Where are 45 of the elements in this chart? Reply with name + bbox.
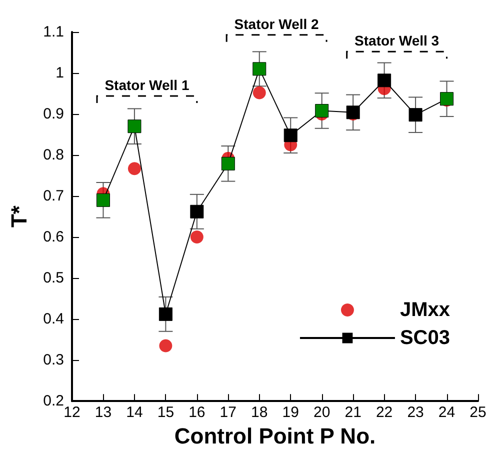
x-tick-label: 15 xyxy=(157,404,174,422)
x-tick-label: 13 xyxy=(94,404,112,422)
x-tick-label: 23 xyxy=(407,404,424,422)
x-tick-label: 12 xyxy=(64,404,80,422)
point xyxy=(284,128,298,142)
y-tick-label: 0.8 xyxy=(43,146,64,164)
y-tick-label: 0.5 xyxy=(43,270,64,287)
x-tick-label: 14 xyxy=(126,404,143,422)
point xyxy=(315,104,329,118)
text: Stator Well 2 xyxy=(234,16,320,32)
point xyxy=(159,339,172,352)
point xyxy=(96,193,110,207)
annotation: Stator Well 1 xyxy=(104,76,190,93)
y-tick-label: 0.4 xyxy=(43,310,64,328)
point xyxy=(158,307,172,321)
point xyxy=(378,74,392,88)
y-tick-label: 0.3 xyxy=(43,352,64,369)
point xyxy=(128,162,141,176)
annotation: Stator Well 3 xyxy=(354,32,440,49)
x-tick-label: 21 xyxy=(344,404,362,422)
point xyxy=(221,156,235,170)
point xyxy=(190,204,204,218)
legend-label: SC03 xyxy=(400,327,450,349)
y-tick-label: 1 xyxy=(56,64,64,82)
y-axis-title: T* xyxy=(6,205,32,228)
y-tick-label: 0.6 xyxy=(43,228,64,246)
y-tick-label: 0.2 xyxy=(43,392,64,410)
y-tick-label: 0.7 xyxy=(43,188,64,205)
x-axis-title: Control Point P No. xyxy=(174,424,376,448)
point xyxy=(252,86,266,100)
legend-label: JMxx xyxy=(400,299,450,321)
x-tick-label: 16 xyxy=(188,404,206,422)
x-tick-label: 18 xyxy=(251,404,268,422)
point xyxy=(128,120,142,134)
point xyxy=(408,108,422,122)
x-tick-label: 24 xyxy=(438,404,456,422)
x-tick-label: 22 xyxy=(376,404,393,422)
point xyxy=(252,62,266,76)
point xyxy=(190,230,204,244)
y-tick-label: 0.9 xyxy=(43,106,64,123)
x-tick-label: 17 xyxy=(220,404,236,422)
x-tick-label: 25 xyxy=(470,404,486,422)
y-tick-label: 1.1 xyxy=(43,24,64,40)
x-tick-label: 19 xyxy=(282,404,299,422)
x-tick-label: 20 xyxy=(314,404,330,422)
